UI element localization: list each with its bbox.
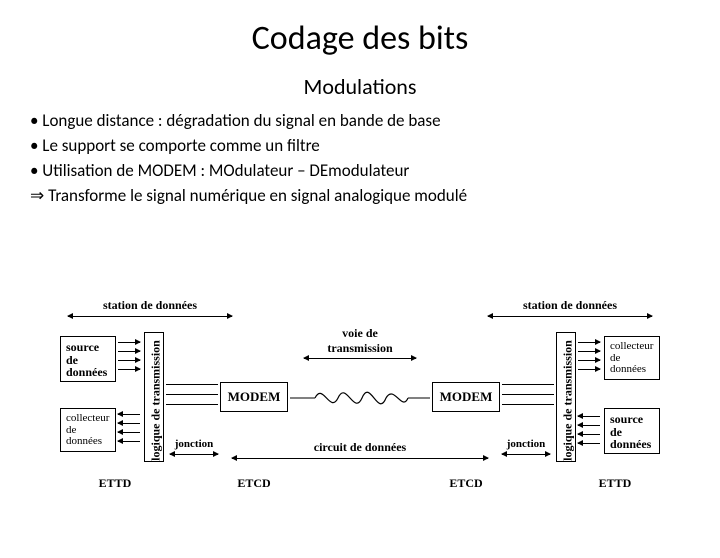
bullet-list: • Longue distance : dégradation du signa…	[30, 110, 690, 208]
logique-right-label: logique de transmission	[561, 337, 576, 465]
etcd-left-label: ETCD	[220, 476, 288, 491]
logique-right-box: logique de transmission	[556, 332, 576, 462]
circuit-label: circuit de données	[280, 440, 440, 455]
source-left-box: source de données	[60, 336, 116, 382]
station-left-arrow	[68, 316, 232, 317]
logique-left-box: logique de transmission	[144, 332, 164, 462]
station-right-arrow	[488, 316, 652, 317]
ettd-right-label: ETTD	[580, 476, 650, 491]
station-right-label: station de données	[480, 298, 660, 313]
collecteur-left-box: collecteur de données	[60, 408, 116, 452]
modem-diagram: station de données source de données col…	[60, 298, 660, 528]
ettd-left-label: ETTD	[80, 476, 150, 491]
jonction-left-label: jonction	[168, 438, 220, 450]
modem-left-box: MODEM	[220, 382, 288, 412]
bullet-item: ⇒ Transforme le signal numérique en sign…	[30, 185, 690, 208]
circuit-arrow	[232, 458, 488, 459]
jonction-right-arrow	[502, 454, 550, 455]
station-left-label: station de données	[60, 298, 240, 313]
source-right-box: source de données	[604, 408, 660, 454]
collecteur-right-box: collecteur de données	[604, 336, 660, 380]
analog-wave-icon	[290, 384, 430, 412]
voie-arrow	[304, 358, 416, 359]
voie-label: voie de transmission	[300, 326, 420, 356]
page-title: Codage des bits	[0, 18, 720, 59]
page-subtitle: Modulations	[0, 73, 720, 100]
logique-left-label: logique de transmission	[149, 337, 164, 465]
jonction-right-label: jonction	[500, 438, 552, 450]
bullet-item: • Longue distance : dégradation du signa…	[30, 110, 690, 133]
modem-right-box: MODEM	[432, 382, 500, 412]
bullet-item: • Le support se comporte comme un filtre	[30, 135, 690, 158]
etcd-right-label: ETCD	[432, 476, 500, 491]
jonction-left-arrow	[170, 454, 218, 455]
bullet-item: • Utilisation de MODEM : MOdulateur – DE…	[30, 160, 690, 183]
